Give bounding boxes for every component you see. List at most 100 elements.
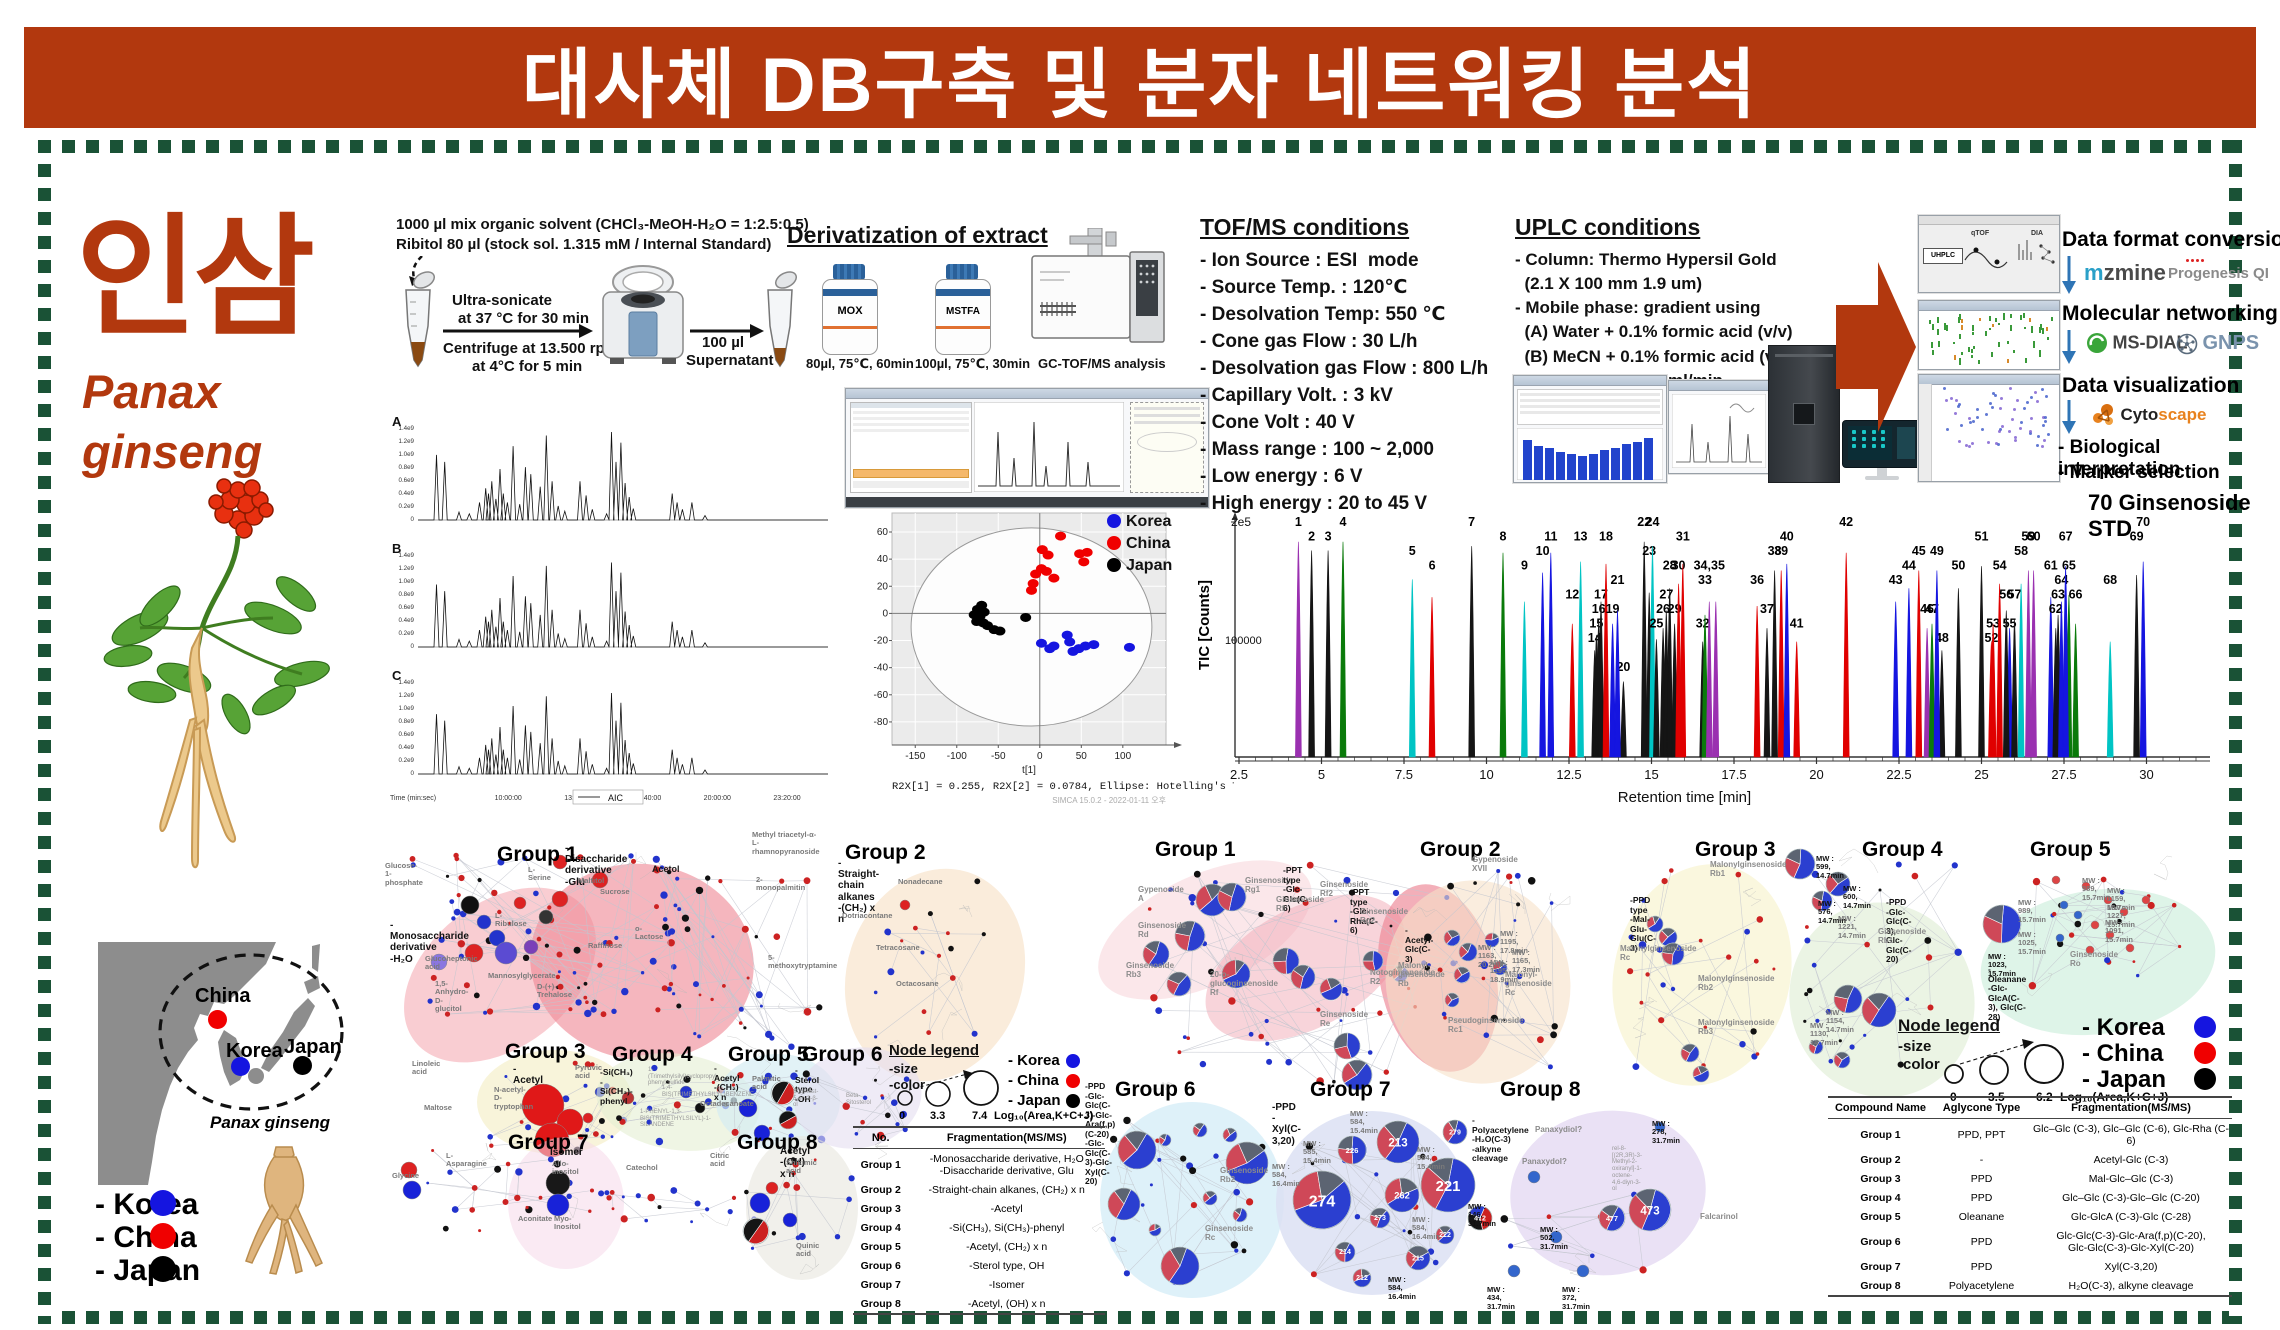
network-annotation: Glycine [392,1171,420,1180]
network-annotation: Gypenoside XVII [1472,855,1518,873]
network-annotation: MW : 278, 31.7min [1652,1119,1680,1145]
gnps-icon [2176,333,2198,354]
gnps-logo-text: GNPS [2202,332,2260,354]
network-annotation: Falcarinol [1700,1212,1738,1221]
network-annotation: MW : 1195, 18.9min [1490,958,1518,984]
table-cell: Group 2 [1860,1153,1901,1166]
species-hangul: 인삼 [76,204,315,351]
screenshot-acquisition-scheme: UHPLC qTOF DIA [1918,215,2060,293]
table-cell: Glc-Glc(C-3)-Glc-Ara(f,p)(C-20), Glc-Glc… [2056,1229,2206,1254]
network-annotation: MW : 1091, 15.7min [2105,918,2133,944]
down-arrow-icon [2062,256,2076,294]
map-mainland [98,942,276,1185]
ginseng-root-illustration [245,1146,323,1275]
svg-text:6: 6 [1429,559,1436,573]
msdial-icon [2087,333,2107,353]
pipeline-step-4: - Biological interpretation [2058,437,2181,480]
network-annotation: 1,4-BIS(TRIMETHYLSILYL)BENZENE [662,1085,754,1098]
table-cell: Glc–Glc (C-3), Glc–Glc (C-6), Glc-Rha (C… [2032,1122,2229,1147]
gc-tofms-instrument-icon [1031,228,1165,343]
svg-text:t[1]: t[1] [1022,765,1036,776]
network-annotation: Acetol [652,864,680,874]
workflow-arrow-icon [1836,305,1878,389]
table-cell: PPD [1970,1172,1993,1185]
network-annotation: Linoleic acid [412,1059,441,1077]
network-annotation: -Sterol type -OH [795,1065,820,1104]
svg-text:0.6e9: 0.6e9 [399,731,415,738]
map-dot-japan [293,1056,312,1075]
svg-text:0.6e9: 0.6e9 [399,477,415,484]
network-annotation: Maltose [424,1103,452,1112]
svg-text:11: 11 [1544,530,1557,544]
table-cell: Acetyl-Glc (C-3) [2093,1153,2169,1166]
map-label-china: China [195,985,251,1007]
condition-item: - Desolvation gas Flow : 800 L/h [1200,357,1489,379]
map-dot-korea [231,1057,250,1076]
bottle-mstfa-label: MSTFA [946,306,980,317]
condition-item: - Mobile phase: gradient using [1515,298,1761,318]
svg-text:40: 40 [1780,530,1794,544]
network-annotation: MW : 600, 14.7min [1843,884,1871,910]
lc-table: Compound Name Aglycone Type Fragmentation(… [1828,1096,2232,1297]
country-legend-dot [150,1256,176,1282]
map-label-korea: Korea [226,1040,283,1062]
network-annotation: -PPD -Glc-Glc(C-3), Glc-Glc(C-20) [1886,897,1912,965]
msdial-logo: MS-DIAL [2086,332,2187,354]
network-annotation: Myo-Inositol [554,1214,581,1232]
frame-top [38,140,2242,153]
network-annotation: D-(+)-Trehalose [537,982,573,1000]
svg-text:44: 44 [1902,559,1916,573]
network-annotation: MW : 584, 16.4min [1412,1215,1440,1241]
down-arrow-icon [2062,400,2076,434]
condition-item: (2.1 X 100 mm 1.9 um) [1515,274,1703,294]
svg-text:0.6e9: 0.6e9 [399,604,415,611]
frame-bottom [38,1311,2242,1324]
network-annotation: MW : 576, 14.7min [1818,899,1846,925]
svg-text:46: 46 [1920,602,1934,616]
bottle-mox-label: MOX [837,305,863,317]
table-cell: Glc-GlcA (C-3)-Glc (C-28) [2070,1210,2192,1223]
svg-text:28: 28 [1663,559,1677,573]
arrow-right-icon [443,324,593,338]
network-annotation: -Oleanane -Glc-GlcA(C-3), Glc(C-28) [1988,964,2027,1022]
svg-text:63: 63 [2051,588,2065,602]
condition-item: - Ion Source : ESI mode [1200,250,1419,271]
svg-text:47: 47 [1925,602,1939,616]
svg-text:30: 30 [2139,767,2153,782]
software-window-masslynx [845,388,1209,508]
network-annotation: L-Ribulose [495,911,527,929]
condition-item: - Capillary Volt. : 3 kV [1200,384,1393,406]
down-arrow-icon [2062,330,2076,364]
svg-text:16: 16 [1592,602,1606,616]
prep-step1b: at 37 °C for 30 min [458,310,590,327]
svg-text:477: 477 [1606,1215,1618,1223]
network-annotation: Palmitic acid [752,1074,781,1092]
network-annotation: -Acetyl -(OH) x n [780,1135,811,1180]
table-cell: Group 7 [1860,1260,1901,1273]
svg-text:R2X[1] = 0.255, R2X[2] = 0.078: R2X[1] = 0.255, R2X[2] = 0.0784, Ellipse… [892,781,1234,793]
condition-item: (B) MeCN + 0.1% formic acid (v/v) [1515,346,1795,366]
network-annotation: -Acetyl-Glc(C-3) [1405,925,1434,964]
table-cell: -Isomer [988,1278,1025,1291]
prep-line-1: 1000 µl mix organic solvent (CHCl₃-MeOH-… [396,216,809,233]
network-annotation: o-Lactose [635,924,664,942]
svg-text:-20: -20 [874,636,889,647]
svg-text:57: 57 [2008,588,2022,602]
svg-text:3: 3 [1325,530,1332,544]
svg-text:2: 2 [1308,530,1315,544]
svg-text:226: 226 [1346,1146,1359,1155]
tofms-title: TOF/MS conditions [1200,214,1410,240]
svg-text:279: 279 [1449,1130,1461,1137]
gc-instrument-label: GC-TOF/MS analysis [1038,356,1166,371]
table-cell: -Acetyl, (OH) x n [908,1294,1105,1315]
network-annotation: -Acetyl -(CH₂) x n [714,1063,740,1102]
network-annotation: Dotriacontane [842,911,893,920]
bottle-mox-cond: 80µl, 75℃, 60min [806,356,914,371]
svg-text:34,35: 34,35 [1694,559,1725,573]
network-group-label: Group 1 [1155,838,1236,861]
network-group-label: Group 5 [728,1043,809,1066]
svg-text:7: 7 [1468,515,1475,529]
table-cell: Glc–Glc (C-3)-Glc–Glc (C-20) [2062,1191,2200,1204]
svg-text:100: 100 [1114,751,1131,762]
